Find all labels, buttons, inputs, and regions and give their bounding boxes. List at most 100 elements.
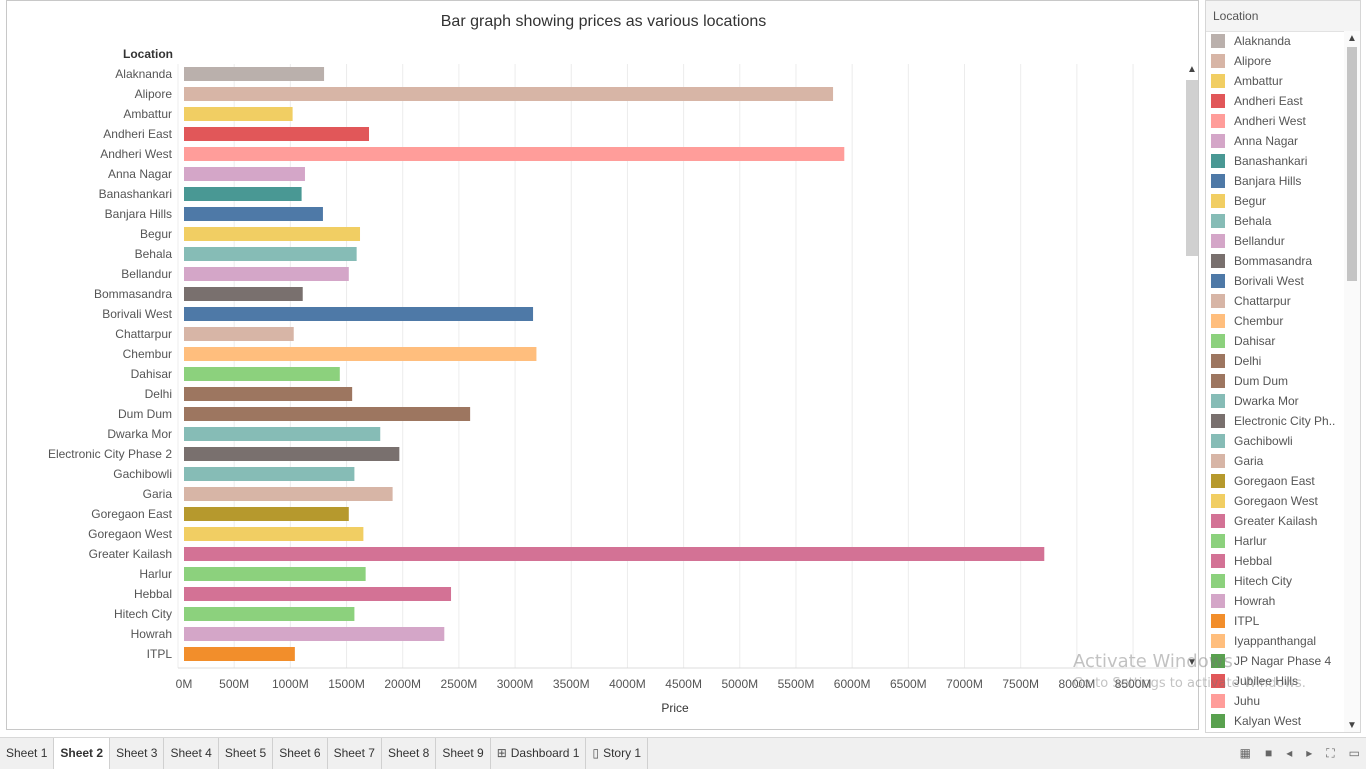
tab-sheet-7[interactable]: Sheet 7 — [328, 738, 382, 769]
legend-item[interactable]: Goregaon West — [1206, 491, 1342, 511]
legend-swatch — [1211, 434, 1225, 448]
category-label: Greater Kailash — [89, 547, 172, 561]
legend-item[interactable]: Bommasandra — [1206, 251, 1342, 271]
legend-item[interactable]: Hebbal — [1206, 551, 1342, 571]
legend-item[interactable]: Dahisar — [1206, 331, 1342, 351]
legend-label: Dum Dum — [1234, 374, 1289, 388]
legend-label: Howrah — [1234, 594, 1276, 608]
legend-scroll-down-icon[interactable]: ▼ — [1347, 720, 1357, 731]
legend-swatch — [1211, 494, 1225, 508]
legend-item[interactable]: Greater Kailash — [1206, 511, 1342, 531]
legend-item[interactable]: Kalyan West — [1206, 711, 1342, 731]
legend-item[interactable]: Jubilee Hills — [1206, 671, 1342, 691]
presentation-icon[interactable]: ▭ — [1348, 746, 1360, 760]
legend-item[interactable]: JP Nagar Phase 4 — [1206, 651, 1342, 671]
tab-label: Sheet 9 — [442, 746, 484, 760]
chart-title: Bar graph showing prices as various loca… — [440, 13, 767, 30]
category-label: Banjara Hills — [105, 207, 172, 221]
legend-scroll-up-icon[interactable]: ▲ — [1347, 33, 1357, 44]
legend-item[interactable]: Andheri West — [1206, 111, 1342, 131]
legend-scrollbar[interactable]: ▲ ▼ — [1344, 31, 1360, 732]
tab-sheet-6[interactable]: Sheet 6 — [273, 738, 328, 769]
tab-sheet-2[interactable]: Sheet 2 — [54, 738, 111, 769]
legend-item[interactable]: Delhi — [1206, 351, 1342, 371]
x-tick-label: 8500M — [1115, 677, 1152, 691]
fit-screen-icon[interactable]: ⛶ — [1326, 745, 1335, 760]
x-tick-label: 7000M — [946, 677, 983, 691]
tab-sheet-3[interactable]: Sheet 3 — [110, 738, 165, 769]
legend-item[interactable]: Banashankari — [1206, 151, 1342, 171]
filmstrip-icon[interactable]: ■ — [1264, 746, 1273, 760]
x-tick-label: 0M — [176, 677, 193, 691]
legend-item[interactable]: Banjara Hills — [1206, 171, 1342, 191]
legend-item[interactable]: Andheri East — [1206, 91, 1342, 111]
legend-item[interactable]: Bellandur — [1206, 231, 1342, 251]
legend-item[interactable]: Dwarka Mor — [1206, 391, 1342, 411]
x-tick-label: 3000M — [497, 677, 534, 691]
next-sheet-icon[interactable]: ▸ — [1306, 746, 1313, 760]
tab-story-1[interactable]: ▯ Story 1 — [586, 738, 649, 769]
chart-scrollbar[interactable]: ▲ ▼ — [1184, 64, 1200, 668]
legend-item[interactable]: Anna Nagar — [1206, 131, 1342, 151]
tab-sheet-5[interactable]: Sheet 5 — [219, 738, 274, 769]
x-tick-label: 500M — [219, 677, 249, 691]
legend-item[interactable]: Garia — [1206, 451, 1342, 471]
legend-panel: Location Alaknanda Alipore Ambattur Andheri… — [1205, 0, 1361, 733]
tab-label: Sheet 7 — [333, 746, 375, 760]
bar — [184, 407, 471, 421]
row-header: Location — [123, 47, 173, 61]
legend-item[interactable]: Goregaon East — [1206, 471, 1342, 491]
legend-label: Dwarka Mor — [1234, 394, 1299, 408]
tab-tools: ▦ ■ ◂ ▸ ⛶ ▭ — [1240, 738, 1360, 768]
legend-label: Anna Nagar — [1234, 134, 1299, 148]
legend-label: Harlur — [1234, 534, 1267, 548]
tab-dashboard-1[interactable]: ⊞ Dashboard 1 — [491, 738, 587, 769]
prev-sheet-icon[interactable]: ◂ — [1286, 746, 1293, 760]
legend-item[interactable]: Electronic City Ph.. — [1206, 411, 1342, 431]
category-label: ITPL — [147, 647, 173, 661]
legend-label: Greater Kailash — [1234, 514, 1318, 528]
legend-label: Alaknanda — [1234, 34, 1291, 48]
category-label: Alipore — [135, 87, 173, 101]
legend-swatch — [1211, 154, 1225, 168]
tab-sheet-4[interactable]: Sheet 4 — [164, 738, 219, 769]
legend-item[interactable]: Iyappanthangal — [1206, 631, 1342, 651]
tab-sheet-1[interactable]: Sheet 1 — [0, 738, 55, 769]
bar — [184, 467, 355, 481]
legend-item[interactable]: Juhu — [1206, 691, 1342, 711]
chart-scroll-thumb[interactable] — [1186, 80, 1198, 256]
legend-item[interactable]: Alipore — [1206, 51, 1342, 71]
legend-swatch — [1211, 574, 1225, 588]
scroll-down-icon[interactable]: ▼ — [1187, 657, 1197, 668]
category-label: Andheri West — [100, 147, 172, 161]
tab-sheet-8[interactable]: Sheet 8 — [382, 738, 437, 769]
legend-swatch — [1211, 314, 1225, 328]
legend-item[interactable]: Gachibowli — [1206, 431, 1342, 451]
legend-item[interactable]: Dum Dum — [1206, 371, 1342, 391]
watermark-line1: Activate Windows — [1073, 651, 1233, 672]
grid-view-icon[interactable]: ▦ — [1239, 746, 1251, 760]
legend-item[interactable]: Chattarpur — [1206, 291, 1342, 311]
legend-label: Ambattur — [1234, 74, 1283, 88]
legend-item[interactable]: Harlur — [1206, 531, 1342, 551]
legend-item[interactable]: Behala — [1206, 211, 1342, 231]
legend-item[interactable]: Ambattur — [1206, 71, 1342, 91]
bar — [184, 547, 1045, 561]
legend-item[interactable]: Hitech City — [1206, 571, 1342, 591]
legend-item[interactable]: Begur — [1206, 191, 1342, 211]
tab-sheet-9[interactable]: Sheet 9 — [436, 738, 491, 769]
legend-item[interactable]: ITPL — [1206, 611, 1342, 631]
chart-sheet: Bar graph showing prices as various loca… — [6, 0, 1199, 730]
scroll-up-icon[interactable]: ▲ — [1187, 64, 1197, 75]
legend-label: Delhi — [1234, 354, 1262, 368]
legend-item[interactable]: Howrah — [1206, 591, 1342, 611]
legend-item[interactable]: Borivali West — [1206, 271, 1342, 291]
category-label: Bellandur — [121, 267, 172, 281]
legend-scroll-thumb[interactable] — [1347, 47, 1357, 281]
legend-swatch — [1211, 594, 1225, 608]
legend-swatch — [1211, 454, 1225, 468]
legend-item[interactable]: Alaknanda — [1206, 31, 1342, 51]
legend-item[interactable]: Chembur — [1206, 311, 1342, 331]
legend-label: Kalyan West — [1234, 714, 1302, 728]
sheet-tab-bar: Sheet 1 Sheet 2 Sheet 3 Sheet 4 Sheet 5 Sheet… — [0, 737, 1366, 769]
